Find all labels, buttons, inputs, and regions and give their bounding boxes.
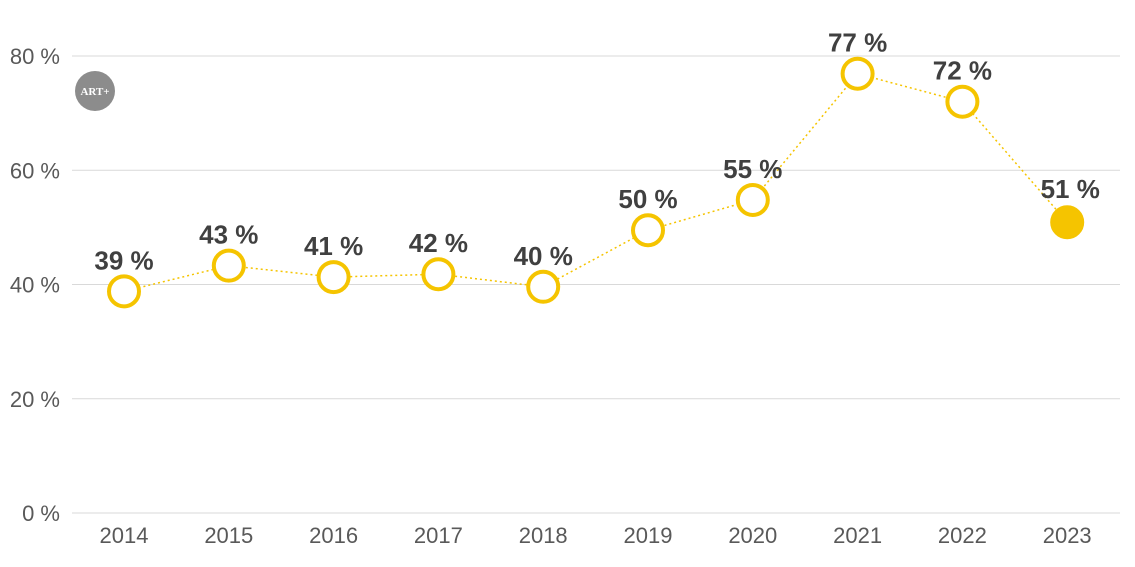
data-point [421, 257, 456, 292]
data-point-filled [1050, 205, 1085, 240]
series [107, 56, 1085, 309]
data-label: 77 % [828, 28, 887, 58]
x-tick-label: 2018 [519, 523, 568, 548]
data-point [631, 213, 665, 248]
x-axis: 2014 2015 2016 2017 2018 2019 2020 2021 2022 2023 [100, 523, 1092, 548]
data-point [107, 274, 141, 309]
x-tick-label: 2023 [1043, 523, 1092, 548]
x-tick-label: 2019 [624, 523, 673, 548]
y-tick-label: 40 % [10, 273, 60, 298]
logo-badge [75, 71, 115, 111]
x-tick-label: 2022 [938, 523, 987, 548]
x-tick-label: 2016 [309, 523, 358, 548]
data-point [526, 269, 561, 304]
data-point [840, 56, 875, 91]
logo-text: ART+ [80, 86, 109, 98]
x-tick-label: 2021 [833, 523, 882, 548]
y-tick-label: 60 % [10, 158, 60, 183]
y-axis: 0 % 20 % 40 % 60 % 80 % [10, 44, 60, 526]
data-label: 43 % [199, 220, 258, 250]
series-line [123, 72, 1068, 293]
y-tick-label: 0 % [22, 501, 60, 526]
data-label: 55 % [723, 154, 782, 184]
data-label: 41 % [304, 231, 363, 261]
data-label: 39 % [94, 245, 153, 275]
x-tick-label: 2015 [204, 523, 253, 548]
x-tick-label: 2014 [100, 523, 149, 548]
y-tick-label: 80 % [10, 44, 60, 69]
data-label: 42 % [409, 228, 468, 258]
data-label: 72 % [933, 56, 992, 86]
data-label: 51 % [1041, 174, 1100, 204]
data-point [316, 260, 351, 295]
x-tick-label: 2017 [414, 523, 463, 548]
gridlines [72, 55, 1120, 514]
data-point [211, 248, 246, 283]
art-plus-logo: ART+ [75, 71, 115, 111]
data-point [945, 84, 980, 119]
data-labels: 39 % 43 % 41 % 42 % 40 % 50 % 55 % 77 % 72 % 51 % [94, 28, 1099, 276]
data-point [735, 182, 770, 217]
data-label: 50 % [618, 184, 677, 214]
data-label: 40 % [514, 241, 573, 271]
x-tick-label: 2020 [728, 523, 777, 548]
y-tick-label: 20 % [10, 387, 60, 412]
